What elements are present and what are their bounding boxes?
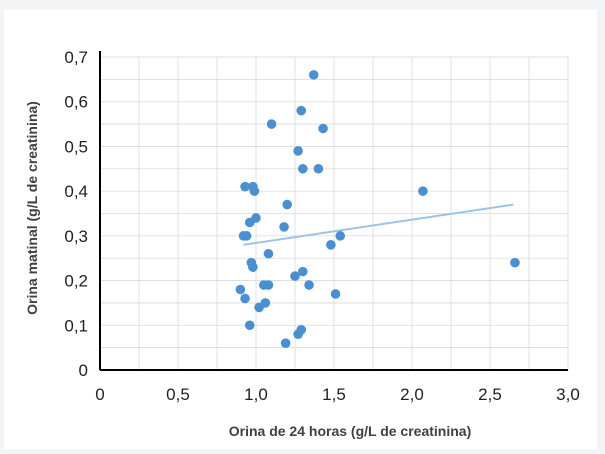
trendline-layer: [243, 203, 514, 246]
data-point: [304, 280, 314, 290]
y-tick-label: 0,3: [64, 227, 88, 246]
data-point: [298, 266, 308, 277]
x-tick-label: 0,5: [166, 385, 190, 404]
data-point: [244, 320, 255, 331]
data-point: [418, 186, 428, 196]
y-tick-label: 0: [79, 361, 88, 380]
data-point: [240, 293, 250, 304]
data-point: [241, 231, 252, 241]
data-point: [263, 248, 274, 259]
data-point: [313, 163, 324, 174]
data-point: [279, 222, 289, 232]
data-points: [235, 70, 520, 348]
x-tick-label: 0: [95, 385, 104, 404]
data-point: [263, 280, 274, 290]
y-tick-label: 0,5: [64, 137, 88, 156]
y-tick-label: 0,7: [64, 48, 88, 67]
data-point: [249, 186, 260, 196]
y-tick-label: 0,1: [64, 316, 88, 335]
data-point: [296, 105, 307, 116]
data-point: [282, 199, 293, 210]
x-tick-label: 1,5: [322, 385, 346, 404]
data-point: [260, 298, 271, 308]
data-point: [266, 119, 277, 129]
x-tick-label: 1,0: [244, 385, 268, 404]
axes: [99, 51, 568, 371]
tick-labels: 0 0,5 1,0 1,5 2,0 2,5 3,0 0 0,1 0,2 0,3 0,4 0,5 0,6 0,…: [64, 48, 579, 404]
data-point: [298, 163, 308, 174]
data-point: [510, 257, 520, 268]
x-axis-label: Orina de 24 horas (g/L de creatinina): [229, 423, 471, 439]
x-tick-label: 2,5: [478, 385, 502, 404]
y-axis-label: Orina matinal (g/L de creatinina): [24, 101, 40, 315]
y-tick-label: 0,2: [64, 272, 88, 291]
data-point: [240, 181, 250, 192]
y-tick-label: 0,6: [64, 93, 88, 112]
x-tick-label: 3,0: [556, 385, 580, 404]
data-point: [335, 231, 346, 241]
data-point: [326, 240, 336, 250]
data-point: [296, 324, 307, 335]
x-tick-label: 2,0: [400, 385, 424, 404]
data-point: [248, 262, 258, 272]
data-point: [251, 213, 261, 223]
data-point: [308, 70, 319, 80]
y-tick-label: 0,4: [64, 182, 88, 201]
data-point: [235, 284, 246, 295]
data-point: [280, 338, 291, 348]
data-point: [318, 123, 328, 134]
trendline: [243, 203, 514, 246]
data-point: [330, 289, 341, 299]
chart-background: [4, 10, 597, 449]
data-point: [293, 146, 303, 156]
data-point: [290, 271, 300, 281]
